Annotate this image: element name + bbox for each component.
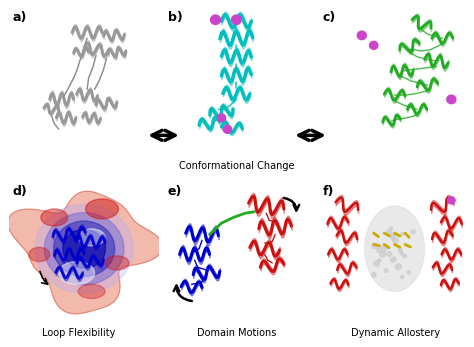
Circle shape [377, 248, 382, 253]
Text: Domain Motions: Domain Motions [197, 328, 277, 338]
Ellipse shape [78, 229, 105, 246]
Ellipse shape [78, 284, 105, 298]
Circle shape [403, 254, 407, 258]
Circle shape [393, 238, 399, 243]
Circle shape [407, 271, 410, 274]
Ellipse shape [105, 256, 129, 270]
Circle shape [371, 272, 376, 277]
Text: Loop Flexibility: Loop Flexibility [42, 328, 115, 338]
Ellipse shape [29, 247, 50, 262]
Circle shape [385, 246, 389, 249]
Ellipse shape [41, 209, 68, 226]
Text: Dynamic Allostery: Dynamic Allostery [351, 328, 440, 338]
Circle shape [400, 232, 404, 236]
Circle shape [370, 41, 378, 49]
Text: Conformational Change: Conformational Change [179, 161, 295, 171]
Text: e): e) [168, 185, 182, 198]
Ellipse shape [365, 206, 425, 291]
Circle shape [411, 230, 415, 234]
Circle shape [390, 234, 395, 238]
Circle shape [374, 261, 379, 266]
Circle shape [381, 246, 386, 252]
Circle shape [386, 230, 392, 235]
Circle shape [357, 31, 366, 40]
Text: d): d) [12, 185, 27, 198]
Circle shape [223, 125, 232, 133]
Text: f): f) [323, 185, 334, 198]
Circle shape [217, 114, 226, 122]
Circle shape [400, 252, 403, 255]
Circle shape [210, 15, 220, 24]
Ellipse shape [35, 204, 133, 293]
Circle shape [390, 227, 392, 230]
Text: b): b) [168, 11, 182, 24]
Circle shape [447, 197, 455, 204]
Circle shape [384, 269, 388, 272]
Circle shape [378, 259, 381, 262]
Circle shape [401, 276, 404, 279]
Circle shape [231, 15, 241, 24]
Ellipse shape [45, 213, 124, 285]
Ellipse shape [86, 199, 118, 219]
Circle shape [380, 252, 385, 257]
Ellipse shape [59, 262, 95, 284]
Text: a): a) [12, 11, 27, 24]
Ellipse shape [54, 221, 115, 277]
Circle shape [372, 243, 378, 249]
Text: c): c) [323, 11, 336, 24]
Circle shape [391, 236, 395, 240]
Circle shape [396, 264, 401, 270]
Circle shape [387, 252, 392, 256]
Circle shape [398, 248, 402, 252]
Polygon shape [8, 191, 163, 314]
Ellipse shape [63, 229, 106, 268]
Circle shape [447, 95, 456, 104]
Circle shape [390, 258, 395, 262]
Circle shape [392, 257, 396, 261]
